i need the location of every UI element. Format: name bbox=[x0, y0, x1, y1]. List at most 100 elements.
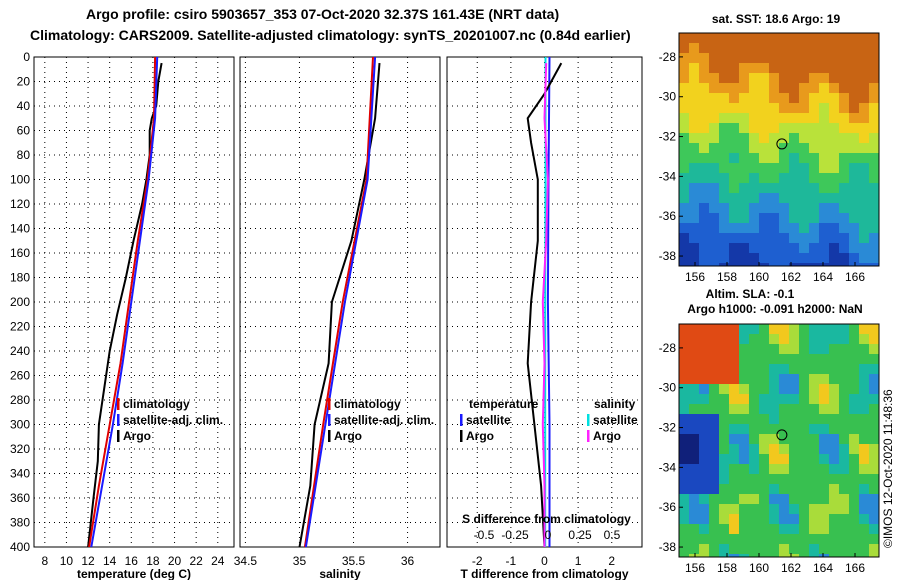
map-cell bbox=[719, 213, 729, 223]
map-cell bbox=[769, 223, 779, 233]
map-cell bbox=[769, 113, 779, 123]
map-cell bbox=[799, 243, 809, 253]
map-cell bbox=[779, 103, 789, 113]
map-cell bbox=[739, 404, 749, 414]
series-climatology bbox=[88, 56, 157, 548]
map-y-tick-label: -36 bbox=[659, 500, 677, 514]
map-cell bbox=[809, 494, 819, 504]
map-cell bbox=[859, 93, 869, 103]
map-cell bbox=[819, 364, 829, 374]
map-cell bbox=[869, 504, 879, 514]
map-cell bbox=[739, 203, 749, 213]
map-cell bbox=[859, 53, 869, 63]
map-cell bbox=[729, 384, 739, 394]
x-tick-label: 1 bbox=[575, 554, 582, 568]
map-cell bbox=[859, 354, 869, 364]
map-cell bbox=[759, 424, 769, 434]
map-cell bbox=[799, 354, 809, 364]
map-cell bbox=[769, 253, 779, 263]
map-cell bbox=[689, 143, 699, 153]
map-cell bbox=[809, 143, 819, 153]
map-cell bbox=[759, 384, 769, 394]
map-x-tick-label: 162 bbox=[781, 561, 801, 575]
map-cell bbox=[759, 404, 769, 414]
map-cell bbox=[829, 394, 839, 404]
map-cell bbox=[829, 424, 839, 434]
map-cell bbox=[819, 474, 829, 484]
map-cell bbox=[859, 364, 869, 374]
map-cell bbox=[869, 394, 879, 404]
map-cell bbox=[839, 163, 849, 173]
map-cell bbox=[869, 354, 879, 364]
map-cell bbox=[729, 183, 739, 193]
map-cell bbox=[699, 233, 709, 243]
map-cell bbox=[699, 243, 709, 253]
map-cell bbox=[869, 464, 879, 474]
map-cell bbox=[749, 63, 759, 73]
map-cell bbox=[779, 344, 789, 354]
y-tick-label: 40 bbox=[17, 99, 31, 113]
map-cell bbox=[679, 193, 689, 203]
map-cell bbox=[769, 93, 779, 103]
map-cell bbox=[719, 454, 729, 464]
map-cell bbox=[869, 143, 879, 153]
map-cell bbox=[749, 183, 759, 193]
map-cell bbox=[809, 113, 819, 123]
map-cell bbox=[839, 524, 849, 534]
map-cell bbox=[849, 93, 859, 103]
map-cell bbox=[849, 133, 859, 143]
map-cell bbox=[729, 334, 739, 344]
map-cell bbox=[779, 113, 789, 123]
map-cell bbox=[699, 464, 709, 474]
map-cell bbox=[809, 404, 819, 414]
map-cell bbox=[709, 434, 719, 444]
map-cell bbox=[829, 143, 839, 153]
map-cell bbox=[859, 554, 869, 557]
legend-swatch bbox=[117, 414, 120, 426]
map-cell bbox=[789, 504, 799, 514]
map-cell bbox=[739, 554, 749, 557]
map-cell bbox=[699, 133, 709, 143]
series-satellite-adj-clim- bbox=[304, 56, 377, 548]
map-cell bbox=[689, 203, 699, 213]
map-cell bbox=[799, 83, 809, 93]
map-cell bbox=[869, 524, 879, 534]
map-cell bbox=[809, 223, 819, 233]
map-cell bbox=[699, 544, 709, 554]
map-cell bbox=[679, 183, 689, 193]
map-cell bbox=[689, 384, 699, 394]
map-cell bbox=[829, 223, 839, 233]
map-cell bbox=[839, 143, 849, 153]
map-cell bbox=[779, 263, 789, 266]
map-cell bbox=[769, 344, 779, 354]
map-cell bbox=[699, 153, 709, 163]
map-cell bbox=[749, 193, 759, 203]
map-cell bbox=[739, 33, 749, 43]
map-cell bbox=[819, 324, 829, 334]
map-cell bbox=[729, 554, 739, 557]
map-cell bbox=[859, 83, 869, 93]
map-x-tick-label: 158 bbox=[717, 561, 737, 575]
map-cell bbox=[719, 233, 729, 243]
map-cell bbox=[679, 384, 689, 394]
map-cell bbox=[849, 173, 859, 183]
top-tick-label: 0 bbox=[545, 528, 552, 542]
map-cell bbox=[789, 414, 799, 424]
map-cell bbox=[759, 434, 769, 444]
map-y-tick-label: -32 bbox=[659, 130, 677, 144]
map-cell bbox=[699, 113, 709, 123]
map-cell bbox=[859, 494, 869, 504]
map-cell bbox=[759, 163, 769, 173]
map-cell bbox=[819, 123, 829, 133]
map-cell bbox=[869, 364, 879, 374]
map-x-tick-label: 156 bbox=[685, 561, 705, 575]
map-cell bbox=[799, 123, 809, 133]
map-cell bbox=[729, 173, 739, 183]
map-cell bbox=[689, 163, 699, 173]
map-cell bbox=[799, 534, 809, 544]
map-cell bbox=[789, 83, 799, 93]
map-y-tick-label: -28 bbox=[659, 50, 677, 64]
sst-map-title: sat. SST: 18.6 Argo: 19 bbox=[712, 12, 841, 26]
map-cell bbox=[849, 243, 859, 253]
map-cell bbox=[789, 534, 799, 544]
